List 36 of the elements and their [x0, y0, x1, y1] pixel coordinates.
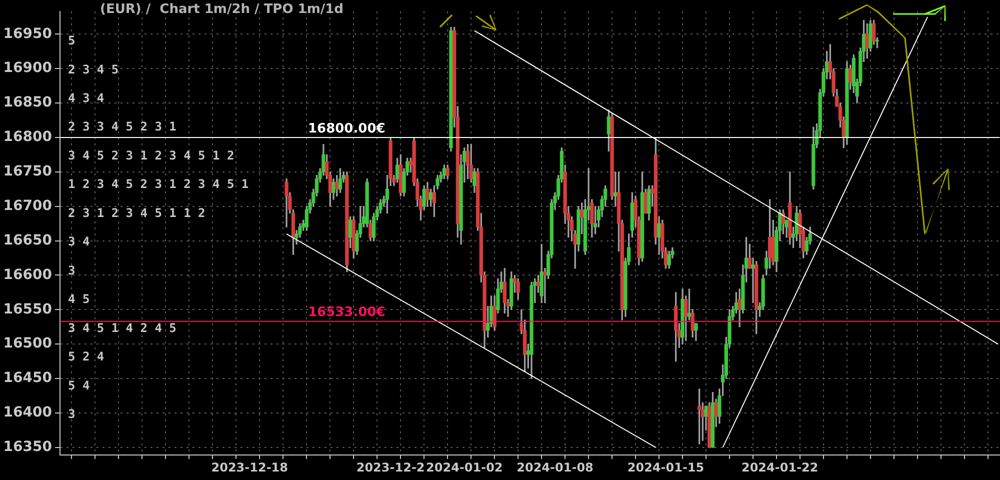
x-tick-label: 2024-01-02: [426, 460, 503, 474]
annotation: 2 3 3 4 5 2 3 1: [68, 120, 176, 134]
x-tick-label: 2024-01-15: [627, 460, 704, 474]
y-tick-label: 16750: [3, 164, 52, 180]
annotation: 3: [68, 263, 76, 278]
ref-line-label: 16800.00€: [308, 121, 386, 136]
y-tick-label: 16700: [3, 198, 52, 214]
x-tick-label: 2024-01-08: [516, 460, 594, 474]
chart-title: (EUR) / Chart 1m/2h / TPO 1m/1d: [100, 2, 344, 17]
annotation: 3 4 5 2 3 1 2 3 4 5 1 2: [68, 148, 234, 162]
y-tick-label: 16450: [3, 370, 52, 386]
ref-line-label: 16533.00€: [308, 305, 386, 320]
y-tick-label: 16350: [3, 439, 52, 456]
y-tick-label: 16950: [3, 26, 52, 42]
y-tick-label: 16900: [3, 60, 52, 76]
annotation: 5 4: [68, 378, 90, 392]
annotation: 1 2 3 4 5 2 3 1 2 3 4 5 1: [68, 177, 249, 192]
y-tick-label: 16600: [3, 266, 52, 283]
annotation: 5: [68, 34, 76, 48]
y-tick-label: 16550: [3, 301, 52, 318]
x-tick-label: 2023-12-2: [356, 460, 425, 474]
annotation: 2 3 1 2 3 4 5 1 1 2: [68, 206, 206, 220]
y-tick-label: 16500: [3, 336, 52, 352]
annotation: 5 2 4: [68, 350, 104, 364]
y-tick-label: 16400: [3, 404, 52, 421]
annotation: 4 5: [68, 292, 90, 306]
annotation: 3: [68, 407, 76, 422]
y-tick-label: 16650: [3, 232, 52, 248]
annotation: 2 3 4 5: [68, 62, 119, 76]
annotation: 3 4: [68, 234, 90, 249]
x-tick-label: 2024-01-22: [741, 460, 818, 474]
annotation: 3 4 5 1 4 2 4 5: [68, 320, 176, 335]
y-tick-label: 16800: [3, 129, 52, 146]
annotation: 4 3 4: [68, 91, 104, 105]
y-tick-label: 16850: [3, 94, 52, 111]
x-tick-label: 2023-12-18: [211, 460, 288, 474]
